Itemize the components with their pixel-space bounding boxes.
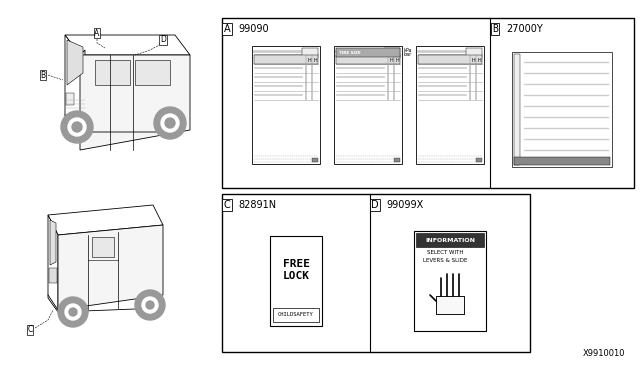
Bar — [92, 237, 114, 257]
Circle shape — [69, 308, 77, 316]
Circle shape — [142, 297, 158, 313]
Text: TIRE SIZE: TIRE SIZE — [339, 51, 361, 55]
Text: D: D — [371, 200, 379, 210]
Text: A: A — [94, 29, 100, 38]
Polygon shape — [67, 40, 83, 85]
Circle shape — [58, 297, 88, 327]
Text: H: H — [313, 58, 317, 62]
Bar — [66, 93, 74, 105]
Circle shape — [61, 111, 93, 143]
Bar — [252, 46, 320, 164]
Polygon shape — [80, 55, 190, 150]
Text: LOCK: LOCK — [282, 271, 310, 281]
Bar — [414, 231, 486, 331]
Text: X9910010: X9910010 — [582, 349, 625, 358]
Circle shape — [146, 301, 154, 309]
Bar — [254, 55, 318, 64]
Text: INFORMATION: INFORMATION — [425, 237, 475, 243]
Text: H: H — [307, 58, 311, 62]
Circle shape — [165, 118, 175, 128]
Bar — [336, 48, 400, 57]
Bar — [95, 60, 130, 85]
Polygon shape — [48, 215, 58, 310]
Bar — [273, 308, 319, 322]
Bar — [476, 158, 482, 162]
Text: FREE: FREE — [282, 259, 310, 269]
Bar — [384, 48, 400, 58]
Bar — [135, 60, 170, 85]
Text: SELECT WITH: SELECT WITH — [427, 250, 463, 256]
Text: H: H — [471, 58, 475, 62]
Text: D: D — [160, 35, 166, 45]
Bar — [514, 54, 520, 164]
Bar — [336, 55, 400, 64]
Bar — [302, 48, 318, 58]
Text: A: A — [224, 24, 230, 34]
Bar — [436, 296, 464, 314]
Bar — [512, 51, 612, 167]
Bar — [418, 55, 482, 64]
Bar — [436, 296, 464, 314]
Polygon shape — [48, 205, 163, 235]
Circle shape — [154, 107, 186, 139]
Text: 82891N: 82891N — [238, 200, 276, 210]
Text: LEVERS & SLIDE: LEVERS & SLIDE — [423, 257, 467, 263]
Text: 99090: 99090 — [238, 24, 269, 34]
Text: C: C — [223, 200, 230, 210]
Text: H: H — [395, 58, 399, 62]
Bar — [49, 268, 57, 283]
Bar — [222, 194, 530, 352]
Bar — [514, 157, 610, 164]
Circle shape — [65, 304, 81, 320]
Circle shape — [68, 118, 86, 136]
Bar — [416, 46, 484, 164]
Circle shape — [135, 290, 165, 320]
Bar — [222, 18, 634, 188]
Bar — [416, 233, 484, 247]
Text: CHILDSAFETY: CHILDSAFETY — [278, 312, 314, 317]
Polygon shape — [58, 225, 163, 310]
Text: H: H — [477, 58, 481, 62]
Polygon shape — [65, 35, 190, 55]
Polygon shape — [50, 220, 56, 265]
Polygon shape — [65, 35, 85, 130]
Text: B: B — [492, 24, 498, 34]
Circle shape — [72, 122, 82, 132]
Circle shape — [161, 114, 179, 132]
Text: bar: bar — [404, 52, 412, 58]
Bar — [312, 158, 318, 162]
Text: B: B — [40, 71, 45, 80]
Bar — [466, 48, 482, 58]
Text: 99099X: 99099X — [386, 200, 423, 210]
Bar — [270, 236, 322, 326]
Bar — [394, 158, 400, 162]
Text: 27000Y: 27000Y — [506, 24, 543, 34]
Text: kPa: kPa — [404, 48, 413, 52]
Bar — [334, 46, 402, 164]
Text: H: H — [389, 58, 393, 62]
Text: C: C — [28, 326, 33, 334]
